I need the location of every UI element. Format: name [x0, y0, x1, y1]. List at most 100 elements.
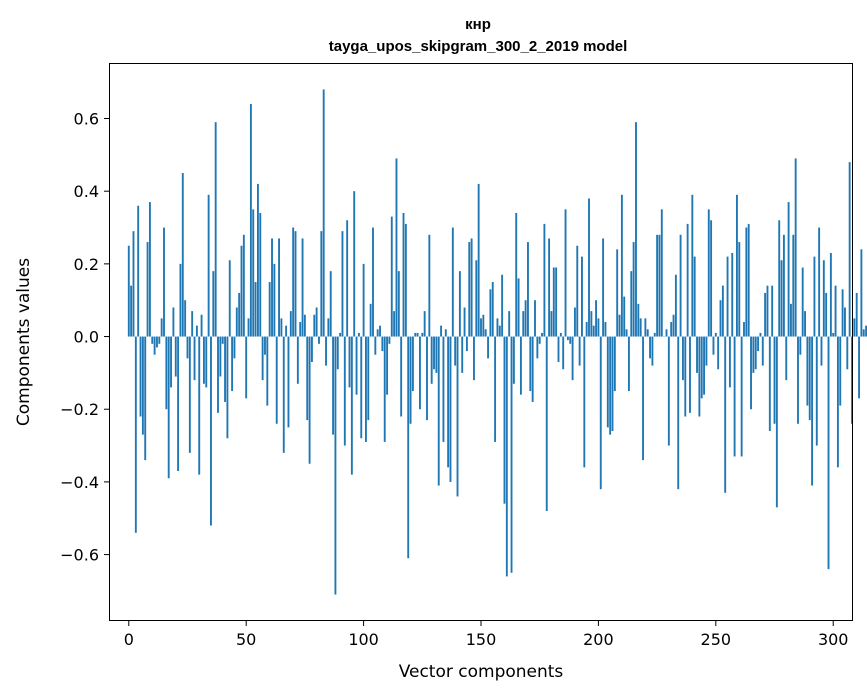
bar — [858, 336, 860, 399]
bar — [463, 307, 466, 337]
bar — [827, 336, 830, 570]
bar — [402, 212, 405, 337]
bar — [419, 336, 421, 410]
bar — [536, 336, 539, 359]
bar — [348, 336, 351, 388]
bar — [395, 158, 398, 337]
bar — [696, 336, 698, 373]
bar — [620, 194, 623, 337]
bar — [292, 227, 295, 337]
y-tick-label: 0.4 — [74, 182, 99, 201]
bar — [383, 336, 386, 442]
bar — [240, 245, 243, 337]
bar — [428, 234, 431, 337]
bar — [841, 289, 844, 337]
bar — [360, 336, 363, 439]
chart-title: кнр — [465, 16, 491, 33]
bar — [618, 314, 621, 337]
bar — [245, 336, 248, 399]
bar — [724, 336, 727, 493]
bar — [811, 336, 814, 486]
bar — [534, 300, 536, 337]
bar — [855, 292, 858, 337]
y-tick-label: −0.6 — [60, 546, 99, 565]
bar — [322, 89, 325, 337]
bar — [578, 336, 581, 366]
bar — [444, 329, 447, 337]
bar — [130, 285, 133, 337]
bar — [517, 278, 520, 337]
bar — [397, 271, 400, 337]
y-tick-label: −0.2 — [60, 400, 99, 419]
bar — [853, 318, 856, 337]
bar — [707, 209, 710, 337]
bar — [667, 336, 670, 446]
bar — [717, 336, 720, 370]
bar — [184, 300, 187, 337]
bar — [231, 336, 234, 392]
x-tick-label: 300 — [818, 630, 849, 649]
bar — [376, 329, 379, 337]
bar — [278, 238, 280, 337]
y-axis-label: Components values — [14, 258, 34, 426]
bar — [642, 336, 644, 461]
bar — [489, 289, 492, 337]
bar — [379, 325, 381, 337]
bar — [794, 158, 797, 337]
bar — [780, 260, 783, 337]
bar — [313, 314, 316, 337]
bar — [465, 336, 468, 352]
bar — [583, 336, 586, 468]
bar — [710, 220, 713, 337]
bar — [592, 325, 595, 337]
bar — [775, 336, 778, 508]
bar — [247, 318, 250, 337]
bar — [555, 267, 558, 337]
bar — [350, 336, 353, 475]
bar — [484, 329, 487, 337]
bar — [564, 209, 567, 337]
bar — [790, 303, 792, 337]
bar — [327, 318, 330, 337]
bar — [170, 336, 172, 388]
bar — [550, 311, 553, 337]
bar — [416, 332, 419, 337]
bar — [132, 231, 135, 337]
bar — [193, 336, 196, 381]
bar — [862, 329, 865, 337]
bar — [294, 231, 297, 337]
bar — [186, 336, 189, 359]
bar — [461, 336, 464, 373]
bar — [569, 336, 572, 344]
bar — [390, 216, 393, 337]
bar — [860, 249, 863, 337]
bar — [515, 212, 518, 337]
bar — [228, 260, 231, 337]
bar — [177, 336, 180, 472]
bar — [804, 311, 806, 337]
bar — [806, 336, 809, 406]
bar — [559, 332, 562, 337]
bar — [759, 332, 762, 337]
bar — [590, 311, 593, 337]
bar — [649, 336, 651, 359]
bar — [303, 314, 306, 337]
bar — [571, 336, 574, 381]
bar — [613, 336, 616, 392]
bar — [179, 263, 182, 337]
bar — [158, 336, 161, 344]
bar — [731, 252, 734, 337]
bar — [306, 336, 309, 421]
x-tick-label: 50 — [236, 630, 256, 649]
bar — [686, 223, 689, 337]
bar — [606, 336, 609, 428]
bar — [409, 336, 412, 424]
bar — [773, 336, 776, 424]
bar — [674, 274, 677, 337]
bar — [224, 336, 226, 402]
bar — [174, 336, 177, 377]
bar — [386, 336, 389, 395]
bar — [449, 336, 452, 482]
bar — [660, 209, 663, 337]
bar — [813, 256, 816, 337]
